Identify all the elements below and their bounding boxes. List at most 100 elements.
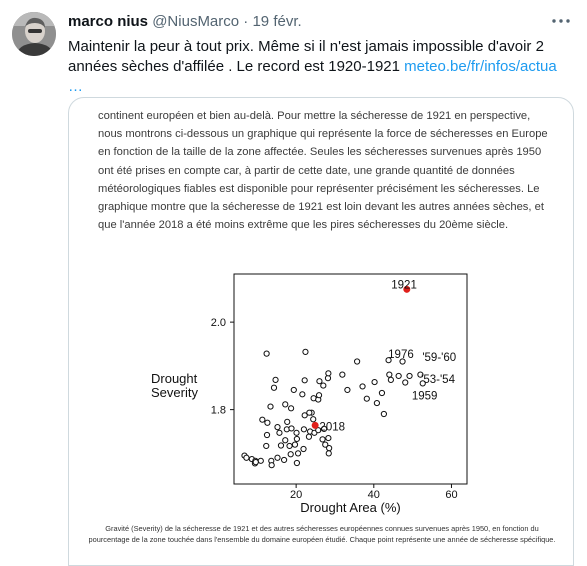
data-point xyxy=(316,378,323,385)
data-point xyxy=(288,425,295,432)
data-point xyxy=(300,426,307,433)
data-point xyxy=(315,427,322,434)
x-axis-label: Drought Area (%) xyxy=(300,500,400,515)
data-point xyxy=(380,410,387,418)
data-point xyxy=(287,405,295,412)
avatar-photo xyxy=(12,12,56,56)
data-point xyxy=(264,419,271,426)
data-point xyxy=(387,376,394,383)
tweet-text: Maintenir la peur à tout prix. Même si i… xyxy=(68,37,574,97)
x-tick-label: 40 xyxy=(368,489,380,501)
data-point xyxy=(326,445,333,452)
data-point xyxy=(378,389,386,397)
data-point xyxy=(301,412,308,419)
data-point xyxy=(294,450,302,457)
data-point xyxy=(291,441,299,448)
more-options-icon[interactable] xyxy=(549,11,573,31)
plot-frame xyxy=(233,273,468,485)
data-point xyxy=(373,399,381,407)
data-point xyxy=(284,418,291,425)
tweet-media-card[interactable]: continent européen et bien au-delà. Pour… xyxy=(68,97,574,566)
data-point xyxy=(386,371,393,378)
data-point xyxy=(257,457,264,464)
tweet-link[interactable]: meteo.be/fr/infos/actua xyxy=(404,58,557,75)
annotation-label: 1976 xyxy=(388,349,414,361)
annotation-label: '59-'60 xyxy=(422,352,456,364)
data-point xyxy=(302,348,309,355)
data-point xyxy=(274,454,281,461)
data-point xyxy=(320,382,327,389)
data-point xyxy=(293,459,301,467)
more-options-glyph xyxy=(552,19,570,23)
data-point xyxy=(359,383,366,390)
data-point xyxy=(310,416,317,423)
data-point xyxy=(402,379,409,386)
data-point xyxy=(395,372,402,380)
y-tick-label: 1.8 xyxy=(211,405,226,417)
data-point xyxy=(272,376,279,383)
data-point xyxy=(417,371,424,378)
data-point xyxy=(363,395,370,402)
drought-scatter-chart: 20 40 60 1.8 2.0 Drought Area (%) DroughtSever… xyxy=(151,273,468,515)
data-point xyxy=(322,441,329,448)
figure-caption: Gravité (Severity) de la sécheresse de 1… xyxy=(88,524,556,544)
data-point xyxy=(277,442,285,449)
data-point xyxy=(325,450,332,457)
data-point xyxy=(252,459,259,466)
data-point xyxy=(299,391,306,398)
article-paragraph: continent européen et bien au-delà. Pour… xyxy=(98,110,548,232)
data-point xyxy=(293,435,301,443)
data-point xyxy=(406,372,413,380)
data-point xyxy=(267,403,274,410)
data-point xyxy=(325,370,332,377)
data-point xyxy=(325,434,332,442)
data-point xyxy=(305,433,313,440)
data-point xyxy=(286,442,293,450)
data-point xyxy=(270,384,278,391)
tweet-date[interactable]: 19 févr. xyxy=(252,13,302,30)
data-point xyxy=(354,358,361,365)
data-point xyxy=(263,431,271,439)
data-point xyxy=(290,386,297,394)
data-point xyxy=(268,462,275,469)
data-point xyxy=(263,442,270,450)
data-point xyxy=(399,358,406,365)
x-tick-label: 20 xyxy=(290,489,302,501)
tweet-body: Maintenir la peur à tout prix. Même si i… xyxy=(68,38,544,75)
y-axis-label: Severity xyxy=(151,385,198,400)
highlight-point-1921 xyxy=(403,285,411,293)
author-name[interactable]: marco nius xyxy=(68,13,149,30)
data-point xyxy=(300,445,307,453)
data-point xyxy=(280,456,288,464)
data-point xyxy=(287,451,294,458)
data-point xyxy=(243,454,250,461)
data-point xyxy=(282,437,289,444)
x-tick-label: 60 xyxy=(445,489,457,501)
data-point xyxy=(315,392,323,399)
data-point xyxy=(282,401,289,408)
avatar[interactable] xyxy=(12,12,56,56)
y-tick-label: 2.0 xyxy=(211,317,226,329)
data-point xyxy=(419,380,426,387)
show-more-ellipsis[interactable]: … xyxy=(68,78,83,95)
data-point xyxy=(263,350,270,357)
data-point xyxy=(385,357,392,364)
data-point xyxy=(344,386,351,394)
highlight-point-2018 xyxy=(311,421,319,429)
data-point xyxy=(276,429,283,436)
data-point xyxy=(306,409,313,416)
y-axis-label: Drought xyxy=(151,371,198,386)
annotation-label: 1921 xyxy=(391,280,417,292)
annotation-label: 2018 xyxy=(319,422,345,434)
author-handle[interactable]: @NiusMarco xyxy=(152,13,240,30)
data-point xyxy=(293,429,300,436)
data-point xyxy=(371,378,378,386)
annotation-label: 1959 xyxy=(412,391,438,403)
data-point xyxy=(259,416,266,423)
data-point xyxy=(274,424,281,431)
tweet-header: marco nius @NiusMarco · 19 févr. xyxy=(68,13,302,31)
data-point xyxy=(339,371,346,378)
separator-dot: · xyxy=(243,13,249,30)
annotation-label: '53-'54 xyxy=(421,374,455,386)
data-point xyxy=(301,377,308,384)
